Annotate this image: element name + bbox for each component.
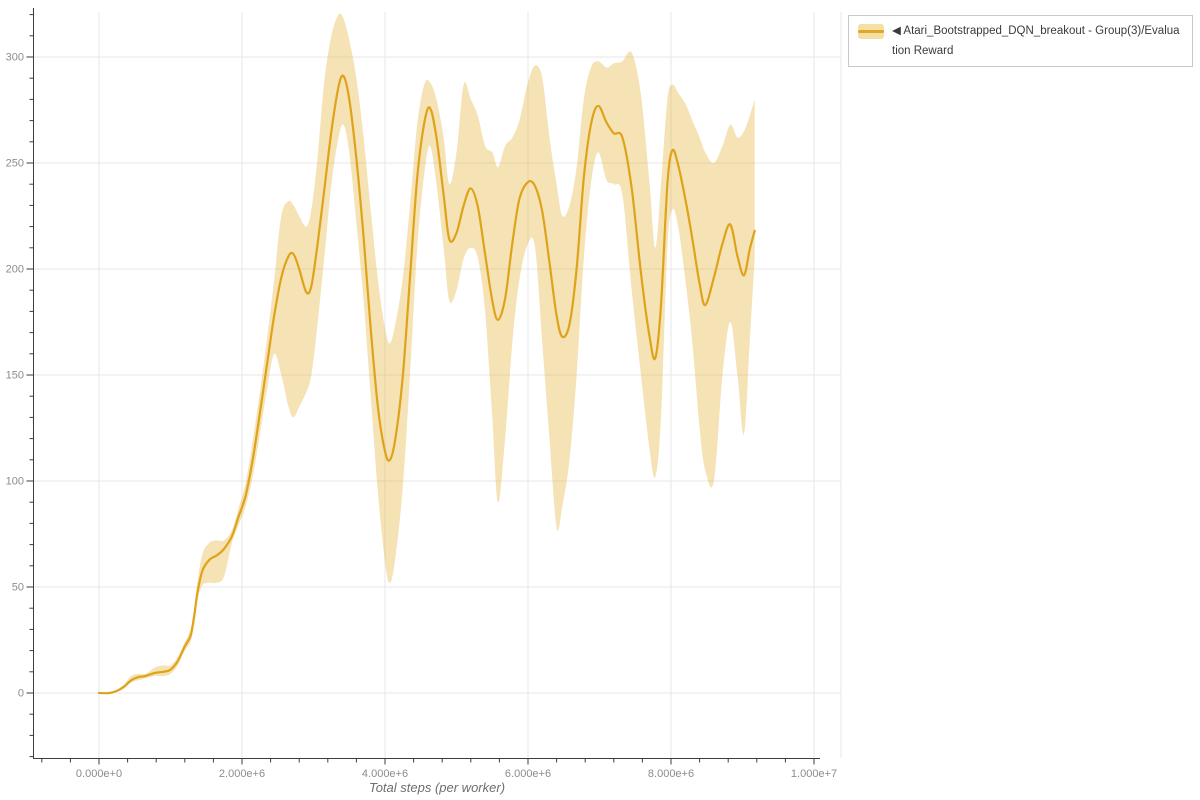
series-line[interactable] bbox=[97, 74, 756, 695]
legend-item[interactable]: ◀ Atari_Bootstrapped_DQN_breakout - Grou… bbox=[858, 21, 1183, 61]
legend: ◀ Atari_Bootstrapped_DQN_breakout - Grou… bbox=[848, 15, 1193, 67]
legend-series-label: ◀ Atari_Bootstrapped_DQN_breakout - Grou… bbox=[892, 25, 1180, 57]
y-tick-label: 300 bbox=[6, 52, 24, 64]
x-axis-title: Total steps (per worker) bbox=[369, 780, 505, 795]
y-tick-label: 0 bbox=[18, 688, 24, 700]
x-tick-label: 6.000e+6 bbox=[505, 768, 551, 780]
series-swatch-line-icon bbox=[858, 30, 884, 33]
series-swatch-icon bbox=[858, 24, 884, 39]
x-tick-label: 1.000e+7 bbox=[791, 768, 837, 780]
y-tick-label: 150 bbox=[6, 370, 24, 382]
x-tick-label: 2.000e+6 bbox=[219, 768, 265, 780]
x-tick-label: 8.000e+6 bbox=[648, 768, 694, 780]
x-tick-label: 4.000e+6 bbox=[362, 768, 408, 780]
y-tick-label: 50 bbox=[12, 582, 24, 594]
x-tick-label: 0.000e+0 bbox=[76, 768, 122, 780]
y-tick-label: 100 bbox=[6, 476, 24, 488]
confidence-band bbox=[99, 13, 755, 694]
y-tick-label: 200 bbox=[6, 264, 24, 276]
y-tick-label: 250 bbox=[6, 158, 24, 170]
